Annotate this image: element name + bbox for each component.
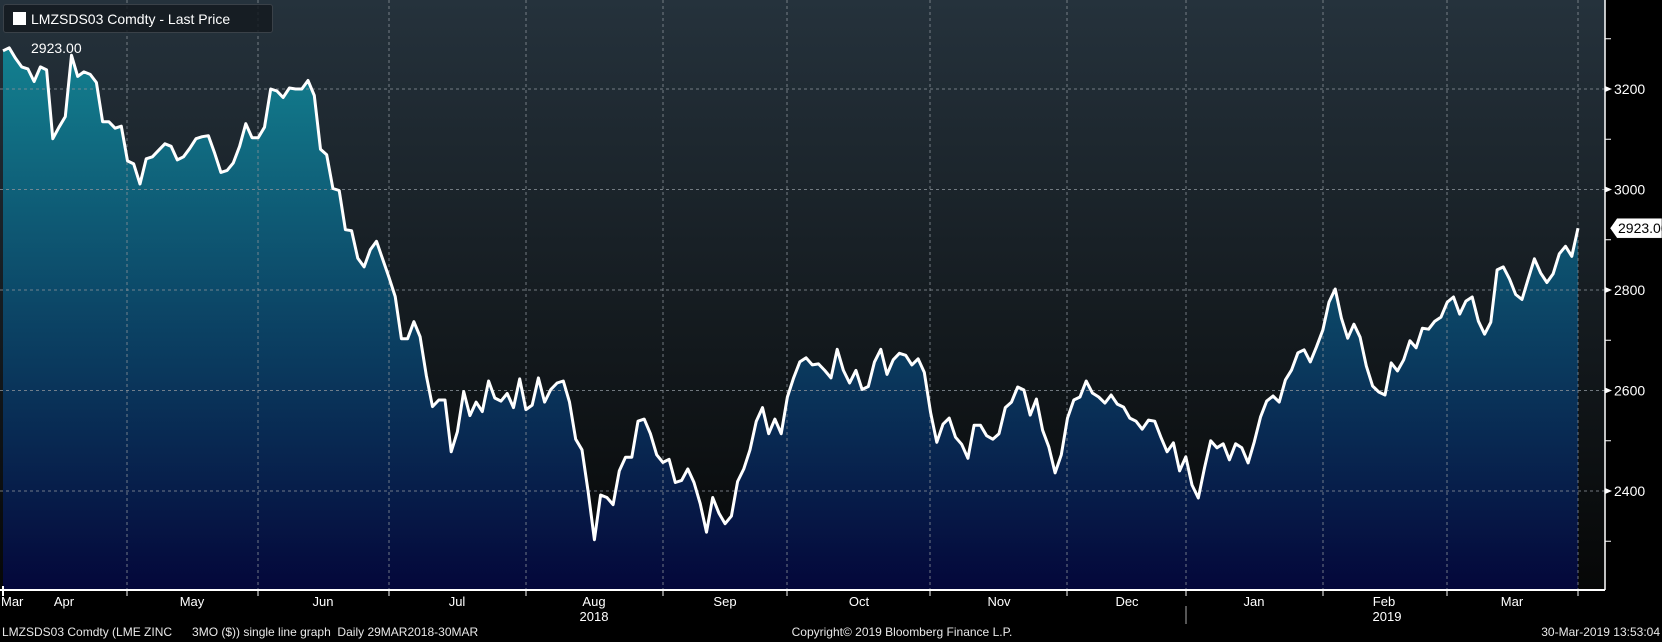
x-month-label: Oct [849,594,870,609]
x-month-label: Aug [582,594,605,609]
footer-timestamp: 30-Mar-2019 13:53:04 [1541,625,1660,639]
x-month-label: Jul [449,594,466,609]
last-price-tag: 2923.00 [1609,217,1662,239]
x-month-label: Apr [54,594,75,609]
y-tick-label: 3200 [1614,81,1645,97]
price-area-fill [3,47,1578,591]
footer-copyright: Copyright© 2019 Bloomberg Finance L.P. [791,625,1013,639]
y-tick-label: 3000 [1614,182,1645,198]
y-tick-major [1605,186,1612,193]
y-tick-label: 2400 [1614,483,1645,499]
legend[interactable]: LMZSDS03 Comdty - Last Price 2923.00 [3,4,273,56]
x-year-label: 2019 [1373,609,1402,624]
y-tick-major [1605,287,1612,293]
axes: 2400 2600 2800 3000 3200 Mar Apr May Jun Jul Aug Se… [1,38,1645,624]
x-month-label: Jan [1244,594,1265,609]
last-price-tag-text: 2923.00 [1618,220,1662,236]
grid-lines-over-area [0,0,1605,590]
y-tick-major [1605,488,1612,494]
x-month-label: Sep [713,594,736,609]
price-series-line [2,46,1580,542]
x-month-label: Dec [1115,594,1139,609]
x-month-label: Mar [1,594,24,609]
legend-label: LMZSDS03 Comdty - Last Price 2923.00 [31,11,231,56]
x-month-label: Mar [1501,594,1524,609]
x-month-label: Nov [987,594,1011,609]
y-tick-label: 2600 [1614,383,1645,399]
x-year-label: 2018 [580,609,609,624]
x-month-label: Feb [1373,594,1395,609]
y-tick-label: 2800 [1614,282,1645,298]
x-month-label: May [180,594,205,609]
x-month-label: Jun [313,594,334,609]
y-tick-major [1605,86,1612,92]
legend-swatch [13,12,26,25]
y-tick-major [1605,387,1612,394]
footer-description: LMZSDS03 Comdty (LME ZINC 3MO ($)) singl… [2,625,479,639]
